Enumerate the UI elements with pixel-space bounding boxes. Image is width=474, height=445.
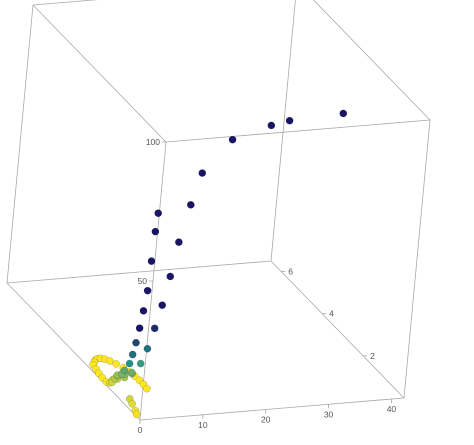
x-tick-label: 10	[198, 420, 208, 430]
x-tick-label: 30	[324, 409, 334, 419]
data-point	[158, 301, 167, 309]
box-edge	[270, 0, 296, 262]
data-point	[136, 359, 145, 368]
box-edge	[165, 119, 431, 143]
box-edge	[139, 397, 405, 421]
data-point	[128, 399, 136, 408]
data-point	[285, 116, 294, 125]
z-tick-label: 50	[138, 276, 148, 286]
data-point	[120, 366, 129, 375]
data-point	[154, 209, 163, 218]
x-tick-label: 40	[387, 404, 397, 414]
data-point	[175, 238, 183, 246]
data-point	[132, 410, 141, 419]
data-point	[143, 384, 151, 393]
data-point	[112, 360, 120, 368]
data-point	[143, 344, 152, 353]
data-point	[187, 201, 195, 209]
z-tick-label: 100	[146, 137, 160, 147]
box-edge	[312, 0, 431, 121]
data-point	[135, 324, 144, 332]
data-point	[127, 368, 136, 377]
box-edge	[403, 119, 431, 399]
plot-box-back-edges	[6, 0, 431, 421]
x-tick-label: 0	[138, 425, 143, 435]
y-tick-label: 6	[288, 267, 293, 277]
data-points	[89, 109, 348, 419]
data-point	[125, 359, 134, 368]
box-edge	[32, 4, 167, 143]
y-tick-label: 4	[329, 309, 334, 319]
box-edge	[6, 260, 272, 284]
data-point	[132, 338, 140, 347]
data-point	[150, 324, 159, 333]
data-point	[228, 135, 237, 144]
data-point	[267, 121, 276, 130]
data-point	[339, 109, 348, 118]
box-edge	[6, 4, 34, 284]
data-point	[143, 286, 152, 295]
box-edge	[32, 0, 98, 6]
x-tick-label: 20	[261, 415, 271, 425]
box-edge	[270, 260, 405, 399]
data-point	[166, 272, 175, 281]
data-point	[128, 350, 137, 359]
data-point	[198, 169, 207, 177]
box-edge	[6, 282, 141, 421]
y-tick-label: 2	[370, 351, 375, 361]
data-point	[151, 227, 160, 236]
data-point	[139, 307, 148, 315]
axis-ticks: 0 10 20 30 40 2 4 6 50 100	[138, 137, 397, 435]
data-point	[106, 357, 114, 365]
data-point	[147, 257, 156, 265]
